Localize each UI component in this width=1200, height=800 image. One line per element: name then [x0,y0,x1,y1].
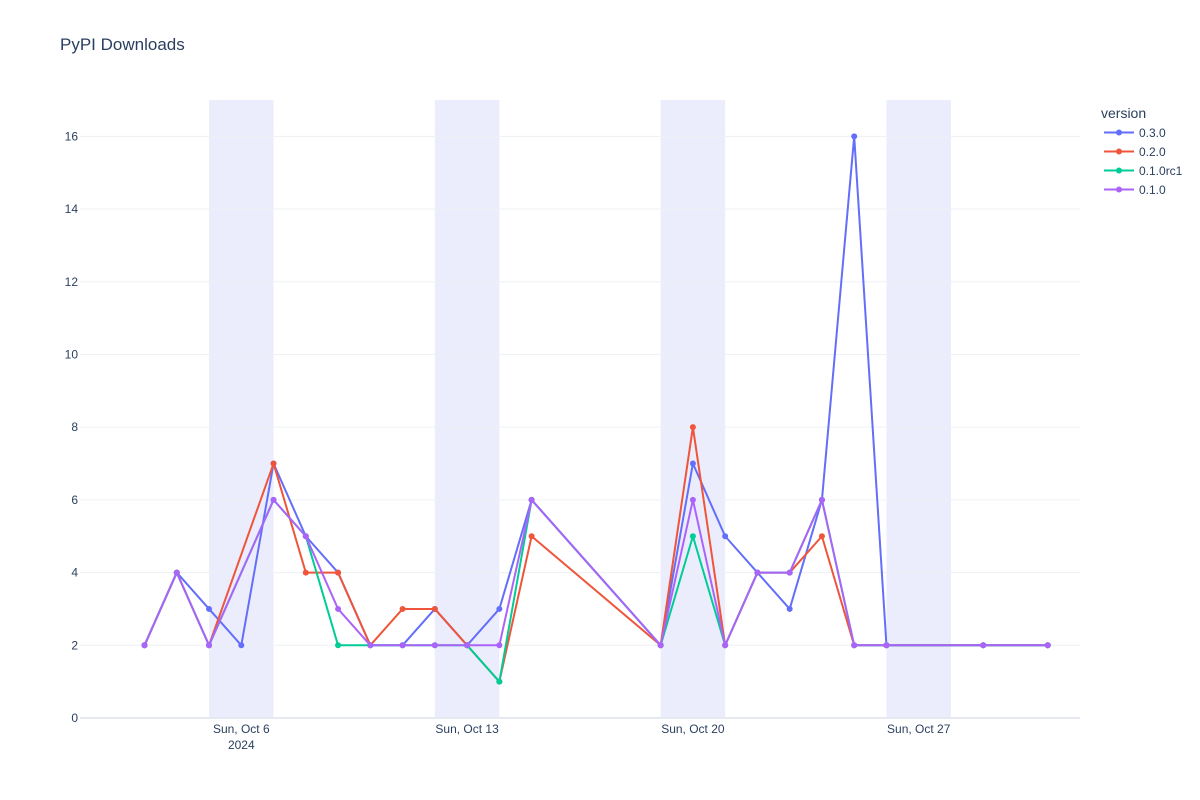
data-point[interactable] [238,642,244,648]
data-point[interactable] [883,642,889,648]
data-point[interactable] [787,606,793,612]
data-point[interactable] [335,642,341,648]
x-tick-label: Sun, Oct 27 [887,722,951,736]
data-point[interactable] [658,642,664,648]
legend-label: 0.2.0 [1139,145,1166,159]
data-point[interactable] [367,642,373,648]
y-tick-label: 8 [71,420,78,434]
legend[interactable]: version 0.3.0 0.2.0 0.1.0rc1 0.1.0 [1101,105,1183,197]
data-point[interactable] [206,642,212,648]
data-point[interactable] [206,606,212,612]
data-point[interactable] [303,570,309,576]
data-point[interactable] [496,642,502,648]
data-point[interactable] [464,642,470,648]
weekend-bands [209,100,951,718]
legend-item[interactable]: 0.3.0 [1104,126,1166,140]
legend-label: 0.3.0 [1139,126,1166,140]
y-tick-label: 10 [65,347,79,361]
x-tick-label: Sun, Oct 13 [435,722,499,736]
y-tick-label: 4 [71,566,78,580]
data-point[interactable] [432,642,438,648]
data-point[interactable] [690,497,696,503]
data-point[interactable] [174,570,180,576]
data-point[interactable] [529,533,535,539]
data-point[interactable] [980,642,986,648]
y-tick-label: 16 [65,129,79,143]
x-tick-label: Sun, Oct 20 [661,722,725,736]
chart-title: PyPI Downloads [60,35,185,54]
data-point[interactable] [142,642,148,648]
data-point[interactable] [690,533,696,539]
data-point[interactable] [400,606,406,612]
weekend-band [435,100,500,718]
data-point[interactable] [819,533,825,539]
data-point[interactable] [722,642,728,648]
data-point[interactable] [335,606,341,612]
data-point[interactable] [754,570,760,576]
legend-swatch-marker [1116,168,1122,174]
y-axis: 0 2 4 6 8 10 12 14 16 [65,129,79,725]
legend-title: version [1101,105,1146,121]
legend-swatch-marker [1116,149,1122,155]
legend-item[interactable]: 0.1.0 [1104,183,1166,197]
y-tick-label: 2 [71,638,78,652]
weekend-band [661,100,726,718]
data-point[interactable] [496,606,502,612]
legend-swatch-marker [1116,130,1122,136]
legend-label: 0.1.0rc1 [1139,164,1183,178]
x-tick-year-label: 2024 [228,738,255,752]
y-tick-label: 0 [71,711,78,725]
data-point[interactable] [722,533,728,539]
data-point[interactable] [496,679,502,685]
data-point[interactable] [851,133,857,139]
data-point[interactable] [303,533,309,539]
data-point[interactable] [335,570,341,576]
weekend-band [886,100,951,718]
x-axis: Sun, Oct 6 2024 Sun, Oct 13 Sun, Oct 20 Sun,… [213,722,951,752]
data-point[interactable] [529,497,535,503]
data-point[interactable] [432,606,438,612]
y-tick-label: 12 [65,275,79,289]
legend-item[interactable]: 0.2.0 [1104,145,1166,159]
data-point[interactable] [819,497,825,503]
data-point[interactable] [787,570,793,576]
legend-label: 0.1.0 [1139,183,1166,197]
y-tick-label: 6 [71,493,78,507]
data-point[interactable] [851,642,857,648]
legend-swatch-marker [1116,187,1122,193]
data-point[interactable] [400,642,406,648]
legend-item[interactable]: 0.1.0rc1 [1104,164,1183,178]
y-tick-label: 14 [65,202,79,216]
data-point[interactable] [1045,642,1051,648]
data-point[interactable] [690,461,696,467]
data-point[interactable] [271,497,277,503]
data-point[interactable] [271,461,277,467]
data-point[interactable] [690,424,696,430]
x-tick-label: Sun, Oct 6 [213,722,270,736]
